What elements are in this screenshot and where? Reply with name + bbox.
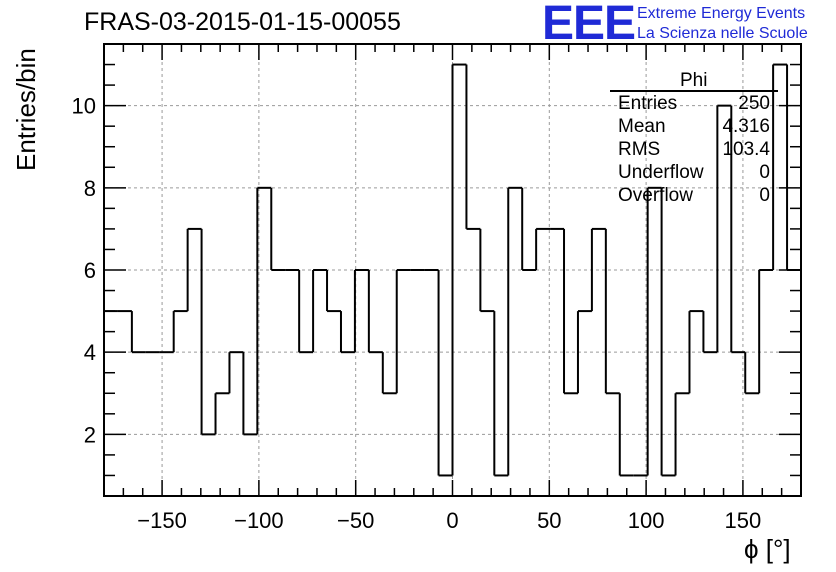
- x-tick-label: 50: [537, 508, 561, 533]
- stats-box-title: Phi: [680, 70, 708, 91]
- y-tick-label: 2: [84, 422, 96, 447]
- histogram-series: [104, 63, 801, 477]
- stat-entries-label: Entries: [618, 93, 678, 114]
- stat-entries-value: 250: [738, 93, 770, 114]
- eee-logo: EEE: [542, 0, 636, 50]
- stat-rms-label: RMS: [618, 139, 661, 160]
- y-tick-label: 6: [84, 258, 96, 283]
- x-tick-label: 0: [446, 508, 458, 533]
- x-tick-label: 150: [725, 508, 762, 533]
- axes: −150 −100 −50 0 50 100 150 2 4 6 8 10: [72, 43, 802, 533]
- y-tick-label: 10: [72, 94, 96, 119]
- y-axis-label: Entries/bin: [11, 48, 41, 171]
- stat-overflow-value: 0: [759, 185, 770, 206]
- x-tick-label: −100: [234, 508, 284, 533]
- stat-underflow-label: Underflow: [618, 162, 704, 183]
- x-tick-label: 100: [628, 508, 665, 533]
- chart-title: FRAS-03-2015-01-15-00055: [84, 8, 401, 36]
- y-tick-label: 8: [84, 176, 96, 201]
- x-tick-label: −150: [137, 508, 187, 533]
- logo-caption: Extreme Energy Events La Scienza nelle S…: [637, 4, 808, 44]
- x-tick-label: −50: [337, 508, 374, 533]
- stat-underflow-value: 0: [759, 162, 770, 183]
- stat-overflow-label: Overflow: [618, 185, 693, 206]
- logo-line-1: Extreme Energy Events: [637, 5, 806, 22]
- y-tick-label: 4: [84, 340, 96, 365]
- stat-mean-label: Mean: [618, 116, 666, 137]
- x-axis-label: ϕ [°]: [744, 534, 791, 564]
- stat-mean-value: 4.316: [722, 116, 770, 137]
- stat-rms-value: 103.4: [722, 139, 770, 160]
- logo-line-2: La Scienza nelle Scuole: [637, 25, 808, 42]
